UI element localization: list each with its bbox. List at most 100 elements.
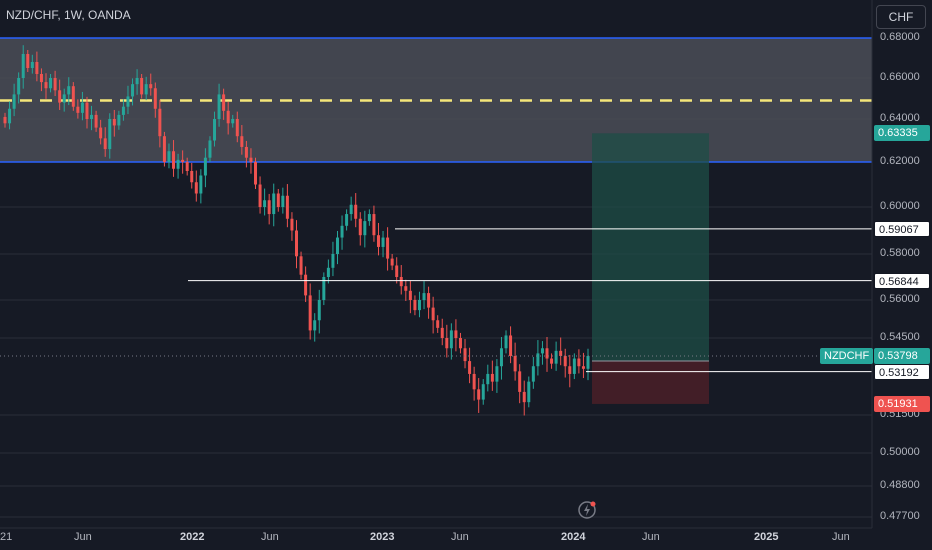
candle-body	[527, 381, 531, 403]
candle-body	[304, 274, 308, 296]
candle-body	[586, 355, 590, 369]
candle-body	[295, 230, 298, 257]
x-tick-label: Jun	[451, 531, 469, 543]
candle-body	[108, 119, 112, 150]
candle-body	[354, 204, 358, 219]
candle-body	[226, 110, 230, 124]
candle-body	[222, 94, 226, 111]
candle-body	[158, 108, 162, 137]
x-tick-label: 21	[0, 531, 13, 543]
candle-body	[144, 84, 148, 95]
candle-body	[454, 330, 458, 338]
candle-body	[504, 335, 508, 349]
candle-body	[258, 184, 262, 207]
last-price-symbol-tag: NZDCHF	[820, 348, 874, 365]
candle-body	[208, 140, 212, 158]
candle-body	[299, 256, 303, 275]
candle-body	[372, 214, 376, 236]
candle-body	[331, 254, 335, 268]
candle-body	[486, 373, 490, 385]
candle-body	[518, 371, 522, 392]
y-tick-label: 0.68000	[880, 31, 920, 43]
chart-overlays	[0, 133, 872, 404]
price-badge-stop: 0.51931	[874, 395, 930, 412]
y-tick-label: 0.47700	[880, 510, 920, 522]
replay-icon[interactable]	[577, 500, 597, 520]
candle-body	[326, 267, 330, 277]
candle-body	[513, 355, 517, 372]
candle-body	[35, 62, 39, 74]
candle-body	[67, 86, 71, 95]
candle-body	[390, 258, 394, 266]
candle-body	[39, 74, 43, 83]
candle-body	[572, 358, 576, 374]
candle-body	[358, 218, 362, 236]
candle-body	[80, 102, 84, 113]
candle-body	[481, 384, 485, 400]
supply-zone	[0, 37, 872, 163]
candle-body	[199, 175, 203, 194]
candle-body	[313, 320, 317, 331]
currency-button[interactable]: CHF	[876, 5, 926, 29]
x-tick-label: Jun	[642, 531, 660, 543]
candle-body	[581, 366, 585, 369]
candle-body	[213, 119, 217, 141]
y-tick-label: 0.62000	[880, 155, 920, 167]
price-badge-level: 0.56844	[874, 272, 930, 289]
y-tick-label: 0.64000	[880, 112, 920, 124]
candle-body	[559, 350, 563, 356]
candle-body	[290, 218, 294, 231]
candle-body	[21, 54, 25, 78]
y-tick-label: 0.66000	[880, 71, 920, 83]
candle-body	[99, 127, 103, 139]
candle-body	[185, 162, 189, 171]
candle-body	[445, 338, 449, 349]
candle-body	[285, 195, 289, 219]
candle-body	[340, 225, 344, 238]
candle-body	[386, 237, 390, 259]
candle-body	[203, 157, 207, 176]
stop-zone	[592, 360, 709, 404]
candle-body	[276, 193, 280, 207]
candle-body	[49, 78, 53, 89]
y-tick-label: 0.50000	[880, 446, 920, 458]
candle-body	[131, 84, 135, 97]
candle-body	[153, 88, 157, 109]
x-tick-label: 2023	[370, 531, 395, 543]
candle-body	[422, 293, 426, 300]
candle-body	[172, 151, 176, 169]
candle-body	[417, 300, 421, 311]
candle-body	[490, 373, 494, 382]
price-badge-target: 0.63335	[874, 125, 930, 142]
y-tick-label: 0.58000	[880, 247, 920, 259]
candle-body	[281, 195, 285, 207]
candle-body	[495, 366, 499, 382]
candle-body	[94, 114, 98, 128]
candle-body	[244, 146, 248, 158]
candle-body	[413, 300, 417, 311]
candle-body	[531, 366, 535, 382]
y-tick-label: 0.54500	[880, 331, 920, 343]
symbol-title[interactable]: NZD/CHF, 1W, OANDA	[6, 8, 131, 22]
candle-body	[240, 136, 244, 147]
candle-body	[85, 102, 89, 119]
candle-body	[522, 391, 526, 403]
candle-body	[509, 335, 513, 356]
candle-body	[53, 78, 57, 91]
x-tick-label: 2025	[754, 531, 779, 543]
x-tick-label: Jun	[261, 531, 279, 543]
candle-body	[167, 151, 171, 162]
candle-body	[231, 119, 235, 124]
candle-body	[550, 358, 554, 364]
candle-body	[317, 300, 321, 321]
candle-body	[117, 114, 121, 126]
candle-body	[563, 355, 567, 367]
x-tick-label: Jun	[832, 531, 850, 543]
candle-body	[399, 277, 403, 287]
candle-body	[436, 320, 440, 328]
candle-body	[345, 214, 349, 226]
candle-body	[263, 200, 267, 207]
candle-body	[395, 265, 399, 277]
candle-body	[568, 366, 572, 374]
